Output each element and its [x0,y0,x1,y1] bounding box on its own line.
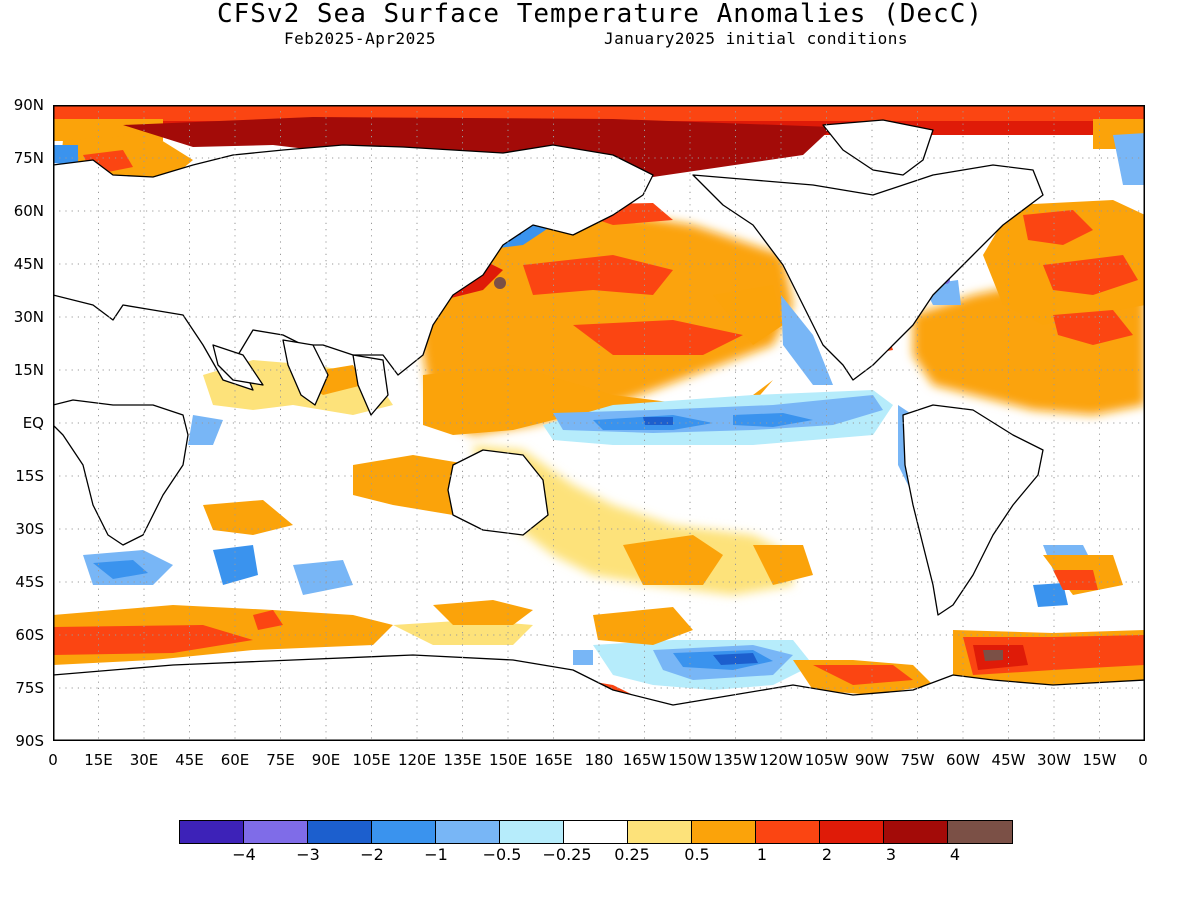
colorbar-label: 1 [756,845,768,864]
lon-label: 90E [311,751,341,769]
lon-label: 180 [584,751,614,769]
colorbar [179,820,1013,844]
lat-label: 30N [13,308,44,326]
colorbar-label: −4 [232,845,256,864]
lon-label: 75E [266,751,295,769]
colorbar-swatch [692,821,756,843]
lon-label: 105E [352,751,391,769]
colorbar-label: −2 [360,845,384,864]
eurasia-landmass [53,144,654,391]
colorbar-swatch [436,821,500,843]
lon-label: 0 [48,751,58,769]
lon-label: 120W [759,751,803,769]
chart-subtitle-period: Feb2025-Apr2025 [284,29,436,48]
colorbar-swatch [180,821,244,843]
lat-label: 45S [15,573,44,591]
indochina-landmass [352,354,389,416]
lon-label: 45E [175,751,204,769]
lon-label: 60E [220,751,250,769]
colorbar-swatch [948,821,1012,843]
lat-label: 15N [13,361,44,379]
arabia-landmass [212,344,264,386]
sst-anomaly-map [53,105,1145,741]
lon-label: 150W [668,751,712,769]
colorbar-label: −0.25 [542,845,592,864]
lon-label: 30W [1037,751,1071,769]
lon-label: 0 [1138,751,1148,769]
lon-label: 150E [488,751,528,769]
lat-label: 30S [15,520,44,538]
colorbar-label: 4 [949,845,961,864]
lon-label: 30E [129,751,159,769]
lat-label: 90S [15,732,44,750]
lat-label: EQ [22,414,44,432]
lon-label: 75W [900,751,935,769]
lat-label: 75N [13,149,44,167]
colorbar-swatch [244,821,308,843]
lon-label: 165W [622,751,667,769]
colorbar-swatch [564,821,628,843]
colorbar-label: 0.5 [684,845,710,864]
lat-label: 15S [15,467,44,485]
colorbar-label: 2 [821,845,833,864]
colorbar-swatch [628,821,692,843]
colorbar-label: 0.25 [614,845,650,864]
lon-label: 15W [1082,751,1117,769]
lat-label: 90N [13,96,44,114]
lat-label: 45N [13,255,44,273]
africa-landmass [53,399,189,546]
colorbar-swatch [372,821,436,843]
grid-lines [53,105,1145,741]
colorbar-swatch [756,821,820,843]
australia-landmass [447,449,549,536]
colorbar-swatch [308,821,372,843]
lon-label: 135W [713,751,758,769]
lon-label: 15E [84,751,113,769]
lat-label: 75S [15,679,44,697]
lon-label: 165E [534,751,573,769]
colorbar-label: −1 [424,845,448,864]
plot-frame [53,105,1145,741]
lat-label: 60S [15,626,44,644]
india-landmass [282,339,329,406]
chart-subtitle-init: January2025 initial conditions [604,29,908,48]
lat-label: 60N [13,202,44,220]
colorbar-swatch [884,821,948,843]
colorbar-label: −3 [296,845,320,864]
colorbar-label: −0.5 [482,845,522,864]
south-america-landmass [902,404,1044,616]
colorbar-label: 3 [885,845,897,864]
greenland-landmass [822,119,934,176]
lon-label: 105W [804,751,849,769]
colorbar-swatch [820,821,884,843]
lon-label: 135E [443,751,482,769]
lon-label: 60W [946,751,980,769]
lon-label: 120E [397,751,437,769]
lon-label: 45W [991,751,1026,769]
colorbar-swatch [500,821,564,843]
north-america-landmass [692,164,1044,381]
anomaly-field [53,105,1145,710]
lon-label: 90W [855,751,889,769]
chart-title: CFSv2 Sea Surface Temperature Anomalies … [216,0,984,29]
